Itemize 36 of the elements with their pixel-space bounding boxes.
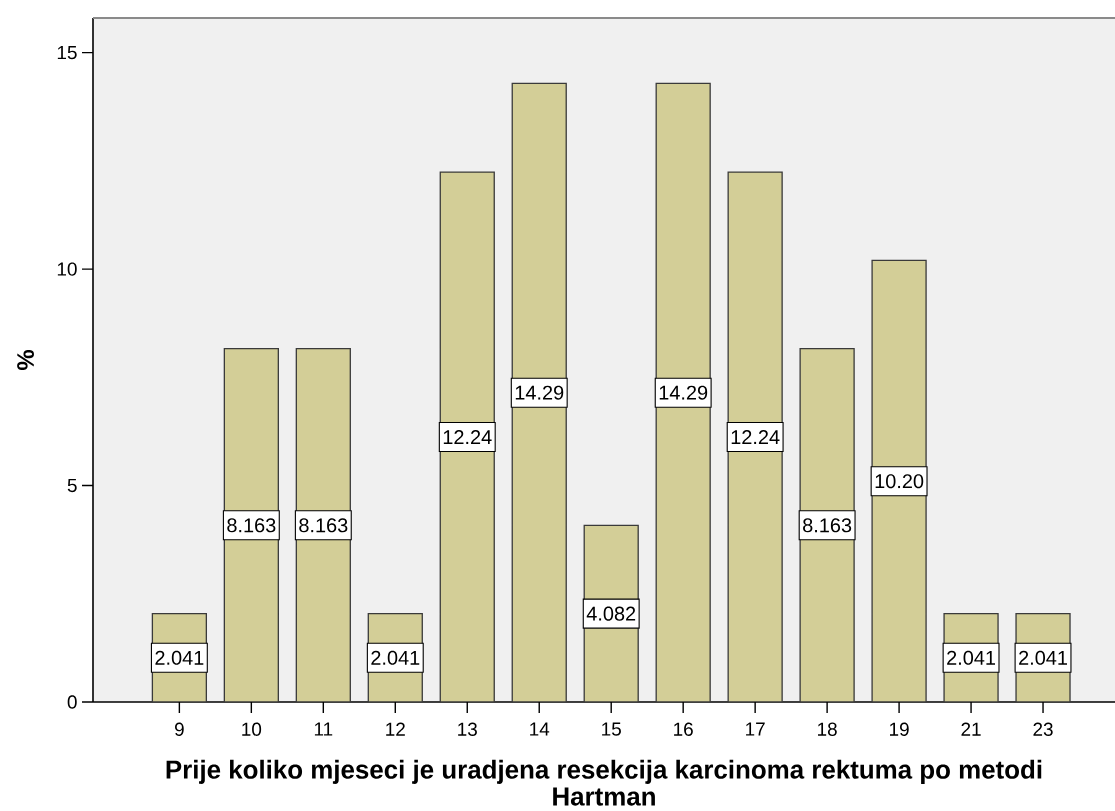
- y-tick-label: 0: [67, 695, 77, 709]
- y-tick-label: 5: [67, 478, 77, 493]
- x-tick-label: 15: [602, 722, 621, 736]
- x-tick-label: 21: [961, 722, 981, 736]
- data-label: 8.163: [299, 518, 348, 533]
- data-label: 8.163: [803, 518, 852, 533]
- x-tick-label: 17: [746, 722, 765, 736]
- y-tick-label: 10: [57, 262, 77, 276]
- data-label: 12.24: [731, 430, 780, 445]
- data-label: 14.29: [659, 385, 708, 400]
- x-tick-label: 14: [530, 722, 550, 736]
- y-tick-label: 15: [57, 46, 77, 60]
- x-tick-label: 10: [242, 722, 262, 736]
- bar: [655, 82, 711, 702]
- data-label: 8.163: [227, 518, 276, 533]
- x-tick-label: 18: [818, 722, 837, 736]
- data-label: 2.041: [371, 650, 420, 665]
- data-label: 2.041: [947, 650, 996, 665]
- x-tick-label: 13: [458, 722, 477, 736]
- data-label: 2.041: [155, 650, 204, 665]
- x-axis-title: Prije koliko mjeseci je uradjena resekcija karcinoma rektuma po metodi Hartman: [166, 759, 1042, 806]
- data-label: 4.082: [586, 606, 636, 621]
- bar: [727, 171, 783, 702]
- x-tick-label: 23: [1033, 722, 1053, 736]
- data-label: 14.29: [515, 385, 564, 400]
- x-tick-label: 12: [386, 722, 405, 736]
- bar: [439, 171, 495, 702]
- data-label: 12.24: [443, 430, 492, 445]
- bar: [511, 82, 567, 702]
- data-label: 2.041: [1019, 650, 1067, 665]
- data-label: 10.20: [875, 474, 924, 489]
- x-tick-label: 19: [890, 722, 909, 736]
- x-tick-label: 16: [674, 722, 693, 736]
- y-axis-title: %: [17, 350, 34, 371]
- x-tick-label: 11: [314, 722, 333, 736]
- x-tick-label: 9: [174, 722, 184, 736]
